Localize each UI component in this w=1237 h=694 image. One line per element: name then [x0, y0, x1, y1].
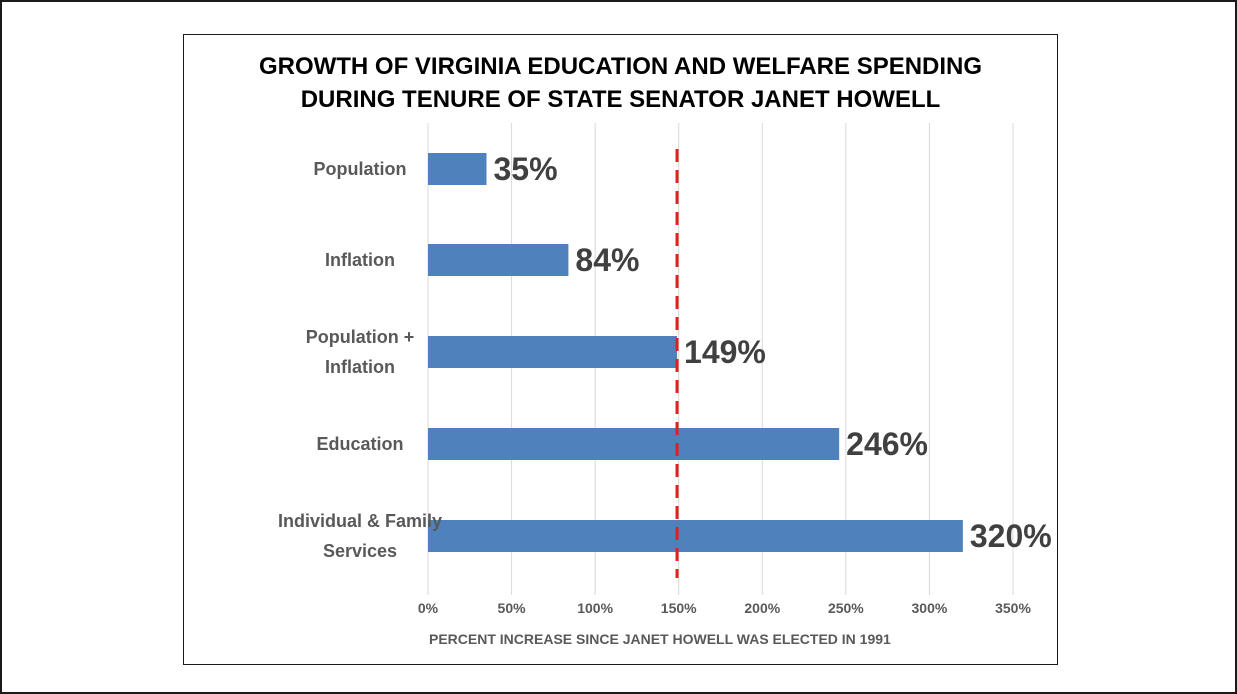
x-tick-label-7: 350% [995, 600, 1031, 616]
category-label-0-0: Population [314, 159, 407, 179]
bar-0 [428, 153, 487, 185]
data-label-0: 35% [494, 151, 558, 187]
chart-title: GROWTH OF VIRGINIA EDUCATION AND WELFARE… [184, 50, 1057, 116]
x-tick-label-6: 300% [912, 600, 948, 616]
bar-2 [428, 336, 678, 368]
category-label-3-0: Education [316, 434, 403, 454]
x-tick-label-2: 100% [577, 600, 613, 616]
category-label-2-1: Inflation [325, 357, 395, 377]
category-label-1-0: Inflation [325, 250, 395, 270]
bar-4 [428, 520, 963, 552]
x-tick-label-1: 50% [498, 600, 527, 616]
bar-3 [428, 428, 840, 460]
x-tick-label-4: 200% [744, 600, 780, 616]
chart-title-line-2: DURING TENURE OF STATE SENATOR JANET HOW… [300, 86, 941, 113]
category-label-4-1: Services [323, 541, 397, 561]
data-label-2: 149% [684, 334, 766, 370]
category-label-2-0: Population + [306, 327, 415, 347]
x-tick-label-3: 150% [661, 600, 697, 616]
bar-chart: 0% 50% 100% 150% 200% 250% 300% 350% 35% Populati… [278, 123, 1052, 647]
category-label-4-0: Individual & Family [278, 511, 442, 531]
data-label-3: 246% [846, 426, 928, 462]
chart-area: GROWTH OF VIRGINIA EDUCATION AND WELFARE… [183, 34, 1058, 665]
bar-1 [428, 244, 569, 276]
x-tick-label-5: 250% [828, 600, 864, 616]
data-label-1: 84% [575, 242, 639, 278]
x-tick-label-0: 0% [418, 600, 439, 616]
data-label-4: 320% [970, 518, 1052, 554]
x-axis-title: PERCENT INCREASE SINCE JANET HOWELL WAS … [429, 631, 891, 647]
chart-title-line-1: GROWTH OF VIRGINIA EDUCATION AND WELFARE… [258, 53, 983, 80]
